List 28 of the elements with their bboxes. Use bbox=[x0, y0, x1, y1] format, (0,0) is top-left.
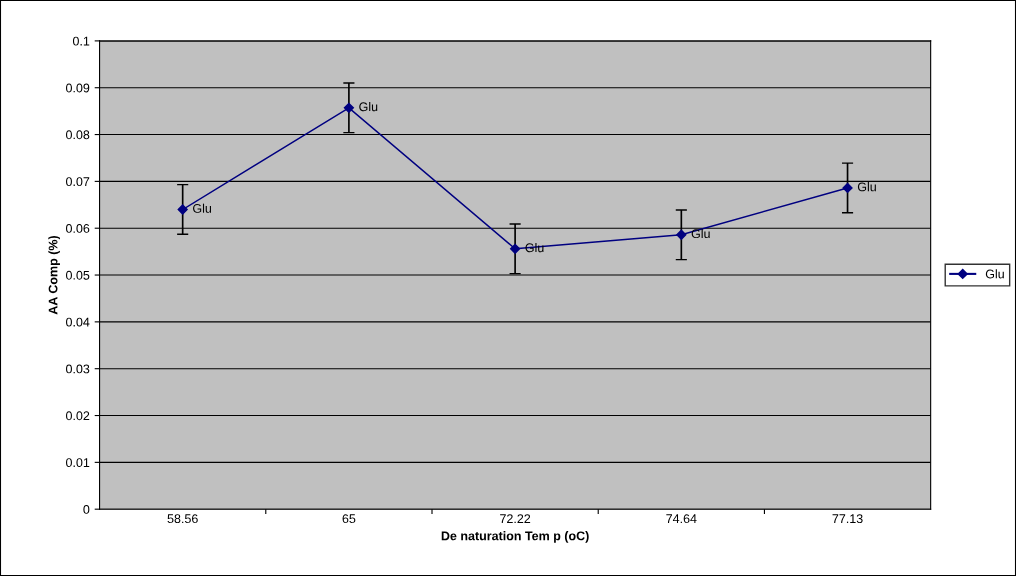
y-tick-label: 0.07 bbox=[66, 177, 90, 187]
x-tick-label: 58.56 bbox=[167, 514, 198, 524]
y-tick-label: 0.01 bbox=[66, 458, 90, 468]
y-tick-label: 0.03 bbox=[66, 364, 90, 374]
annotation: Glu bbox=[857, 182, 876, 192]
y-tick-label: 0 bbox=[83, 504, 90, 514]
annotation: Glu bbox=[193, 203, 212, 213]
y-tick-label: 0.04 bbox=[66, 317, 90, 327]
y-tick-label: 0.08 bbox=[66, 130, 90, 140]
x-tick-label: 77.13 bbox=[832, 514, 863, 524]
point bbox=[842, 182, 853, 194]
x-tick-label: 74.64 bbox=[666, 514, 697, 524]
y-tick-label: 0.1 bbox=[72, 36, 90, 46]
point bbox=[676, 229, 687, 240]
y-tick-label: 0.02 bbox=[66, 411, 90, 421]
point bbox=[177, 204, 188, 215]
annotation: Glu bbox=[691, 228, 710, 239]
y-tick-label: 0.06 bbox=[66, 224, 90, 233]
x-axis-title: De naturation Tem p (oC) bbox=[441, 531, 589, 543]
point bbox=[343, 102, 355, 113]
y-axis-title: AA Comp (%) bbox=[48, 235, 60, 315]
y-tick-label: 0.05 bbox=[66, 270, 90, 280]
y-tick-label: 0.09 bbox=[66, 83, 90, 93]
x-tick-label: 65 bbox=[342, 514, 356, 524]
x-tick-label: 72.22 bbox=[500, 514, 531, 523]
point bbox=[509, 243, 521, 254]
annotation: Glu bbox=[359, 102, 378, 112]
legend-label: Glu bbox=[985, 269, 1004, 279]
